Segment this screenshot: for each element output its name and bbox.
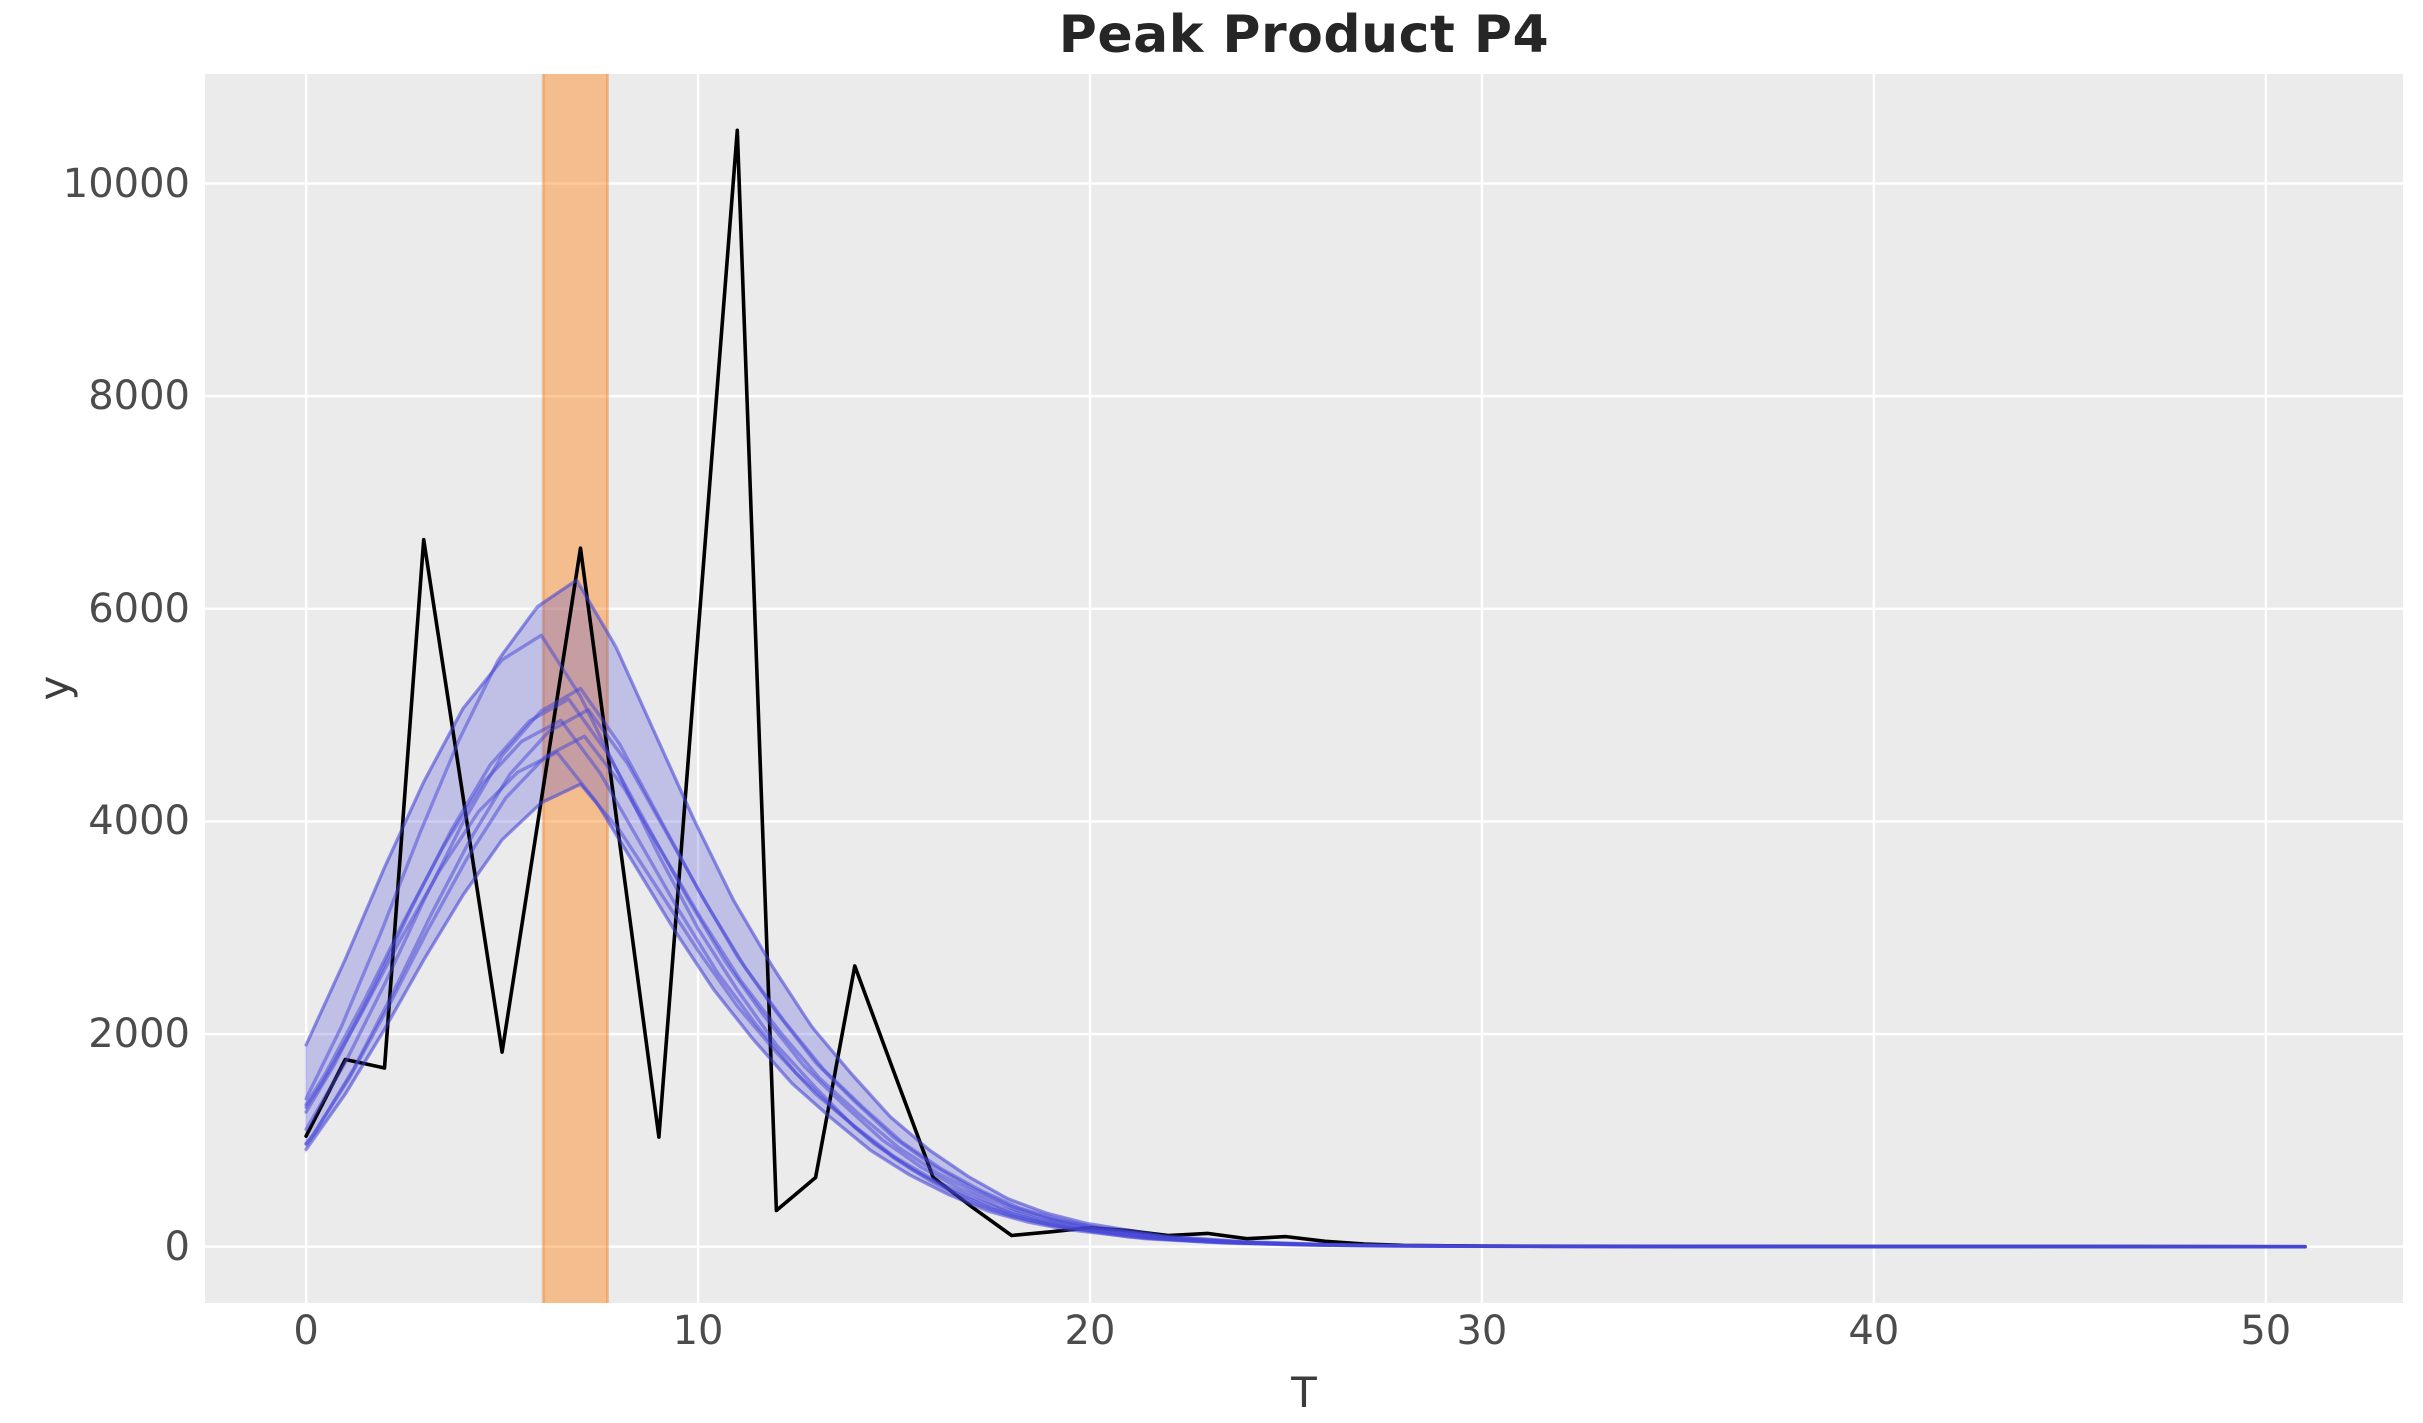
x-tick-label: 50 [2240,1308,2292,1354]
x-tick-label: 0 [293,1308,319,1354]
y-tick-label: 8000 [88,373,190,420]
x-tick-label: 10 [672,1308,724,1354]
y-tick-label: 6000 [88,585,190,632]
x-tick-label: 20 [1064,1308,1116,1354]
y-tick-label: 2000 [88,1011,190,1058]
y-tick-label: 0 [164,1223,190,1270]
x-tick-label: 30 [1456,1308,1508,1354]
y-tick-label: 10000 [62,160,190,207]
plot-area [205,74,2403,1303]
chart-title: Peak Product P4 [1058,5,1550,65]
x-axis-label: T [1291,1368,1317,1417]
y-tick-label: 4000 [88,798,190,845]
ensemble-line [304,782,2307,1249]
x-tick-label: 40 [1848,1308,1900,1354]
y-tick-labels: 0 2000 4000 6000 8000 10000 [0,0,205,1423]
x-tick-labels: 0 10 20 30 40 50 [0,1308,2423,1368]
